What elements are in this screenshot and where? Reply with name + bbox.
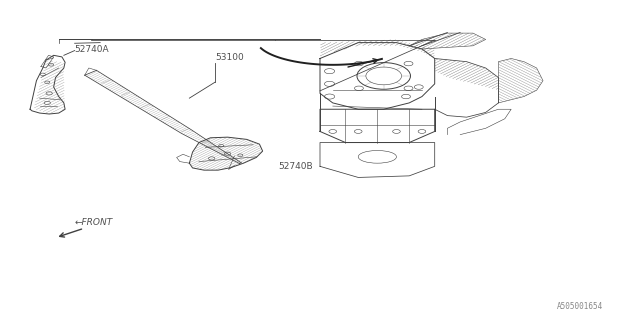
Text: ←FRONT: ←FRONT <box>75 218 113 227</box>
Text: 52740A: 52740A <box>75 45 109 54</box>
Text: A505001654: A505001654 <box>557 302 604 311</box>
Text: 53100: 53100 <box>215 53 244 62</box>
Text: 52740B: 52740B <box>278 162 313 171</box>
